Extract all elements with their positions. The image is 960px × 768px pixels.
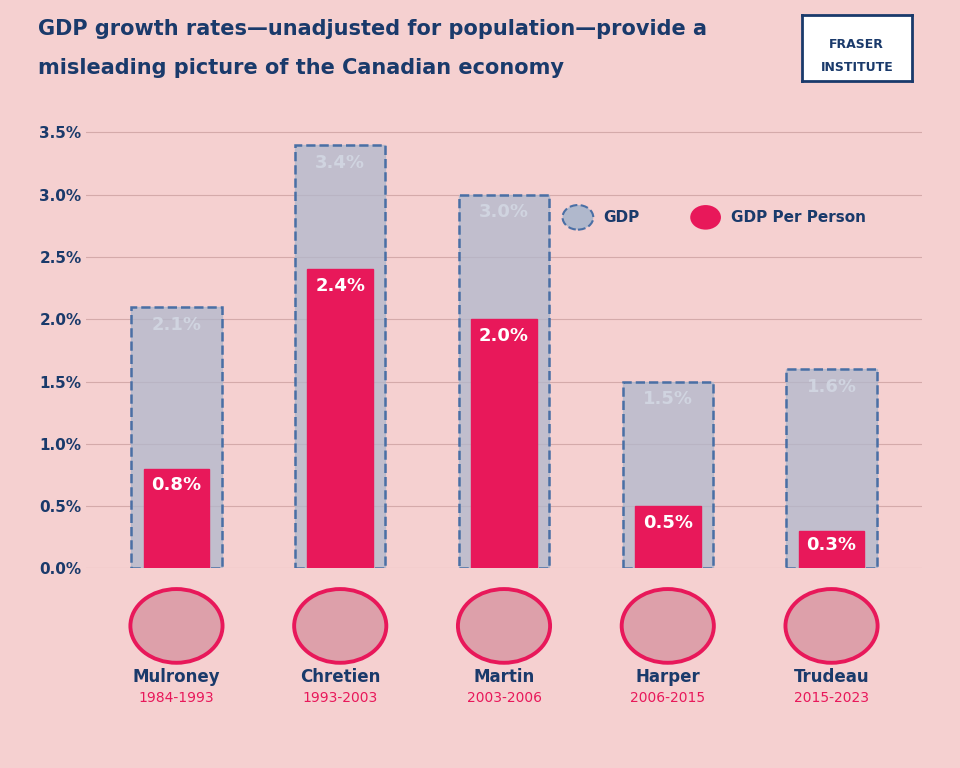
- Text: 2006-2015: 2006-2015: [630, 691, 706, 705]
- Bar: [799, 531, 864, 568]
- Text: 1.5%: 1.5%: [643, 390, 693, 409]
- Text: 2003-2006: 2003-2006: [467, 691, 541, 705]
- Text: Mulroney: Mulroney: [132, 668, 220, 686]
- Text: 2.0%: 2.0%: [479, 326, 529, 345]
- Bar: [471, 319, 537, 568]
- Text: GDP Per Person: GDP Per Person: [731, 210, 866, 225]
- Text: 2.4%: 2.4%: [315, 277, 365, 295]
- Text: 0.5%: 0.5%: [643, 514, 693, 531]
- Bar: [144, 468, 209, 568]
- Bar: [307, 270, 373, 568]
- Text: Chretien: Chretien: [300, 668, 380, 686]
- Bar: [786, 369, 876, 568]
- Bar: [459, 195, 549, 568]
- Text: 3.0%: 3.0%: [479, 204, 529, 221]
- Text: 0.3%: 0.3%: [806, 536, 856, 554]
- Bar: [623, 382, 712, 568]
- Text: misleading picture of the Canadian economy: misleading picture of the Canadian econo…: [38, 58, 564, 78]
- Text: Trudeau: Trudeau: [794, 668, 870, 686]
- Bar: [623, 382, 712, 568]
- Text: Martin: Martin: [473, 668, 535, 686]
- Bar: [296, 145, 385, 568]
- Bar: [635, 506, 701, 568]
- Text: GDP: GDP: [603, 210, 639, 225]
- Bar: [786, 369, 876, 568]
- Bar: [132, 306, 222, 568]
- Text: 3.4%: 3.4%: [315, 154, 365, 171]
- Text: 1993-2003: 1993-2003: [302, 691, 378, 705]
- Text: 1984-1993: 1984-1993: [138, 691, 214, 705]
- Text: 1.6%: 1.6%: [806, 378, 856, 396]
- Bar: [296, 145, 385, 568]
- Bar: [132, 306, 222, 568]
- Text: 2015-2023: 2015-2023: [794, 691, 869, 705]
- Text: 2.1%: 2.1%: [152, 316, 202, 333]
- Text: Harper: Harper: [636, 668, 700, 686]
- Text: GDP growth rates—unadjusted for population—provide a: GDP growth rates—unadjusted for populati…: [38, 19, 708, 39]
- Text: 0.8%: 0.8%: [152, 476, 202, 494]
- Text: INSTITUTE: INSTITUTE: [821, 61, 893, 74]
- Text: FRASER: FRASER: [829, 38, 884, 51]
- Bar: [459, 195, 549, 568]
